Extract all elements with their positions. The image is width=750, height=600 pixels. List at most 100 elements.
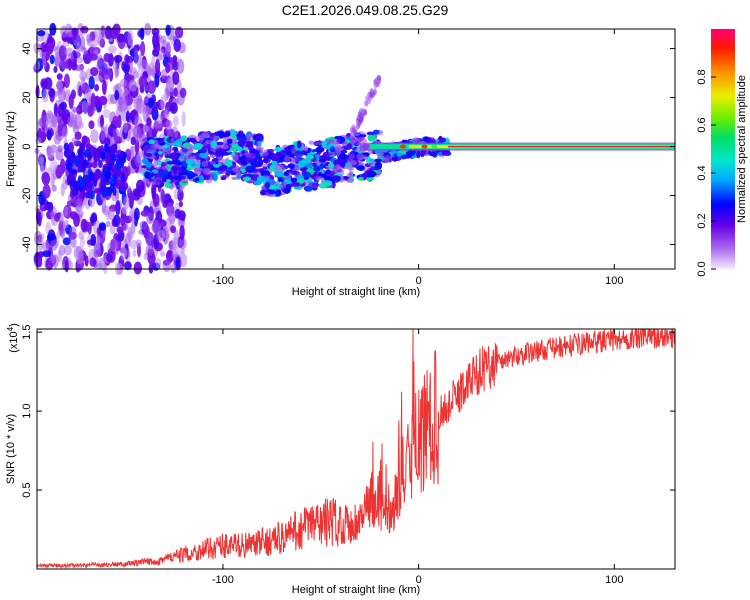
spectral-blob (178, 201, 184, 208)
spectral-blob (377, 153, 384, 159)
spectral-blob (224, 159, 233, 168)
spectral-blob (36, 43, 43, 51)
spectral-blob (125, 148, 132, 159)
spectral-blob (373, 83, 378, 89)
spectral-blob (54, 56, 61, 68)
spectral-blob (77, 121, 85, 129)
colorbar-tick-label: 0.0 (696, 261, 708, 276)
spectral-blob (364, 100, 369, 107)
spectral-blob (315, 146, 325, 153)
spectrogram-y-ticks: -40 -20 0 20 40 (21, 42, 675, 252)
spectral-blob (118, 153, 124, 161)
spectral-blob (291, 177, 298, 183)
snr-y-multiplier-base: (x10 (8, 331, 20, 352)
y-tick-label: 0 (21, 143, 33, 149)
spectral-blob (147, 252, 156, 265)
spectral-blob (57, 119, 64, 127)
spectral-blob (94, 83, 100, 92)
spectral-blob (333, 160, 338, 165)
spectral-blob (284, 146, 293, 152)
spectral-blob (89, 171, 95, 181)
spectral-blob (71, 189, 78, 196)
spectral-blob (50, 216, 56, 227)
snr-y-ticks: 0.5 1.0 1.5 (21, 325, 675, 498)
spectral-blob (70, 156, 75, 164)
spectral-blob (165, 63, 171, 74)
spectral-blob (172, 166, 178, 174)
spectral-blob (157, 150, 163, 155)
snr-panel: -100 0 100 0.5 1.0 1.5 Height of straight li… (5, 323, 676, 596)
spectral-blob (140, 41, 146, 57)
spectral-blob (170, 263, 177, 274)
spectral-blob (242, 146, 248, 151)
spectral-blob (237, 146, 243, 152)
spectral-blob (291, 182, 301, 187)
spectral-blob (46, 42, 54, 55)
spectral-blob (218, 131, 225, 139)
spectral-blob (155, 258, 162, 270)
spectral-blob (72, 180, 80, 190)
spectrogram-frame (36, 28, 676, 270)
spectral-blob (178, 237, 187, 250)
spectral-blob (90, 233, 97, 247)
spectral-blob (69, 226, 77, 239)
spectral-blob (139, 27, 145, 40)
snr-x-label: Height of straight line (km) (292, 584, 420, 596)
spectral-blob (334, 145, 345, 152)
spectral-blob (245, 165, 255, 173)
spectral-blob (46, 129, 52, 141)
spectral-blob (290, 147, 296, 155)
spectral-blob (429, 151, 438, 157)
spectral-blob (126, 231, 134, 241)
spectral-blob (50, 238, 58, 251)
spectral-blob (160, 35, 167, 44)
spectral-blob (123, 121, 128, 134)
spectral-blob (39, 115, 49, 128)
spectral-blob (356, 153, 365, 161)
spectral-blob (165, 179, 171, 183)
spectral-blob (84, 191, 91, 199)
spectral-blob (35, 84, 40, 99)
spectral-blob (416, 150, 421, 159)
spectral-blob (138, 75, 148, 88)
spectral-blob (67, 166, 72, 173)
spectral-blob (80, 154, 85, 165)
spectral-blob (254, 133, 264, 141)
spectral-blob (62, 174, 69, 190)
spectral-blob (105, 220, 111, 228)
spectral-blob (113, 54, 123, 63)
spectral-blob (275, 191, 280, 197)
spectral-blob (438, 137, 447, 143)
spectral-blob (35, 34, 45, 42)
spectral-blob (88, 75, 95, 90)
spectral-blob (391, 156, 397, 162)
spectral-blob (91, 161, 98, 169)
spectral-blob (335, 164, 341, 168)
spectral-blob (151, 27, 160, 36)
spectral-blob (181, 111, 186, 127)
spectral-blob (260, 169, 271, 178)
spectral-blob (179, 225, 185, 241)
spectral-blob (37, 211, 42, 227)
spectral-blob (103, 178, 111, 186)
spectral-blob (318, 158, 327, 163)
spectral-blob (359, 117, 364, 123)
chart-title: C2E1.2026.049.08.25.G29 (282, 2, 449, 18)
spectral-blob (377, 74, 381, 81)
spectral-blob (76, 64, 84, 72)
spectral-blob (266, 148, 275, 153)
x-tick-label: -100 (212, 275, 234, 287)
spectral-blob (104, 150, 110, 160)
spectral-blob (152, 219, 161, 235)
spectral-blob (63, 205, 69, 217)
spectral-blob (122, 64, 130, 74)
spectral-blob (357, 111, 362, 118)
spectral-blob (356, 165, 365, 171)
spectral-blob (236, 151, 245, 156)
spectral-blob (201, 131, 210, 138)
spectral-blob (99, 151, 107, 160)
spectral-blob (231, 154, 239, 161)
spectral-blob (358, 162, 365, 166)
spectral-blob (334, 135, 343, 140)
spectral-blob (87, 104, 94, 117)
